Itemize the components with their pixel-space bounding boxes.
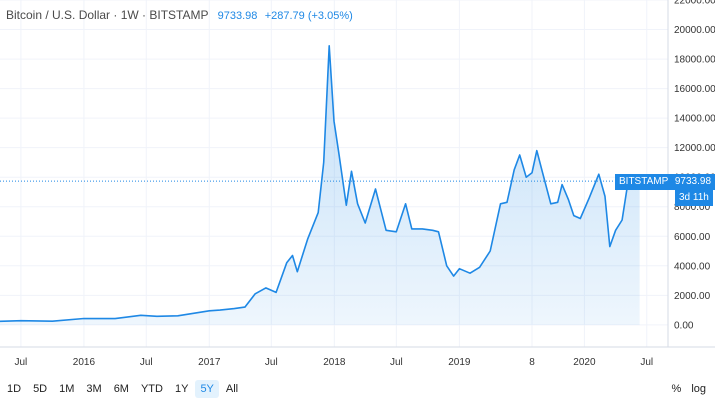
price-tag: BITSTAMP 9733.98 bbox=[615, 174, 715, 191]
x-tick-label: Jul bbox=[14, 357, 27, 368]
range-all-button[interactable]: All bbox=[225, 383, 239, 395]
price-area bbox=[0, 45, 640, 325]
range-3m-button[interactable]: 3M bbox=[86, 383, 102, 395]
range-5d-button[interactable]: 5D bbox=[33, 383, 48, 395]
x-tick-label: 8 bbox=[529, 357, 535, 368]
range-ytd-button[interactable]: YTD bbox=[140, 383, 163, 395]
log-toggle[interactable]: log bbox=[691, 383, 706, 395]
scale-options: % log bbox=[667, 377, 711, 401]
header-change: +287.79 (+3.05%) bbox=[264, 10, 353, 22]
percent-toggle[interactable]: % bbox=[671, 383, 682, 395]
y-tick-label: 8000.00 bbox=[674, 202, 711, 213]
price-line bbox=[0, 45, 641, 323]
countdown-tag: 3d 11h bbox=[675, 190, 713, 207]
x-tick-label: Jul bbox=[390, 357, 403, 368]
y-tick-label: 18000.00 bbox=[674, 55, 715, 66]
y-tick-label: 0.00 bbox=[674, 320, 694, 331]
symbol-label: Bitcoin / U.S. Dollar · 1W · BITSTAMP bbox=[6, 8, 209, 22]
x-tick-label: 2020 bbox=[573, 357, 596, 368]
range-selector: 1D 5D 1M 3M 6M YTD 1Y 5Y All bbox=[0, 377, 243, 401]
countdown-label: 3d 11h bbox=[679, 192, 709, 204]
x-tick-label: Jul bbox=[140, 357, 153, 368]
range-6m-button[interactable]: 6M bbox=[113, 383, 129, 395]
price-tag-price: 9733.98 bbox=[674, 176, 712, 188]
y-tick-label: 16000.00 bbox=[674, 84, 715, 95]
y-tick-label: 20000.00 bbox=[674, 25, 715, 36]
x-tick-label: 2017 bbox=[198, 357, 221, 368]
header-price: 9733.98 bbox=[217, 10, 258, 22]
x-tick-label: 2016 bbox=[73, 357, 96, 368]
y-tick-label: 2000.00 bbox=[674, 291, 711, 302]
x-tick-label: 2018 bbox=[323, 357, 346, 368]
chart-header: Bitcoin / U.S. Dollar · 1W · BITSTAMP 97… bbox=[6, 8, 353, 22]
range-1d-button[interactable]: 1D bbox=[7, 383, 22, 395]
price-tag-exchange: BITSTAMP bbox=[619, 176, 669, 188]
range-1y-button[interactable]: 1Y bbox=[174, 383, 189, 395]
range-5y-button[interactable]: 5Y bbox=[195, 380, 219, 398]
x-tick-label: Jul bbox=[640, 357, 653, 368]
x-tick-label: 2019 bbox=[448, 357, 471, 368]
y-tick-label: 4000.00 bbox=[674, 261, 711, 272]
range-1m-button[interactable]: 1M bbox=[59, 383, 75, 395]
y-tick-label: 22000.00 bbox=[674, 0, 715, 7]
y-tick-label: 6000.00 bbox=[674, 232, 711, 243]
y-tick-label: 14000.00 bbox=[674, 114, 715, 125]
x-tick-label: Jul bbox=[265, 357, 278, 368]
y-tick-label: 12000.00 bbox=[674, 143, 715, 154]
